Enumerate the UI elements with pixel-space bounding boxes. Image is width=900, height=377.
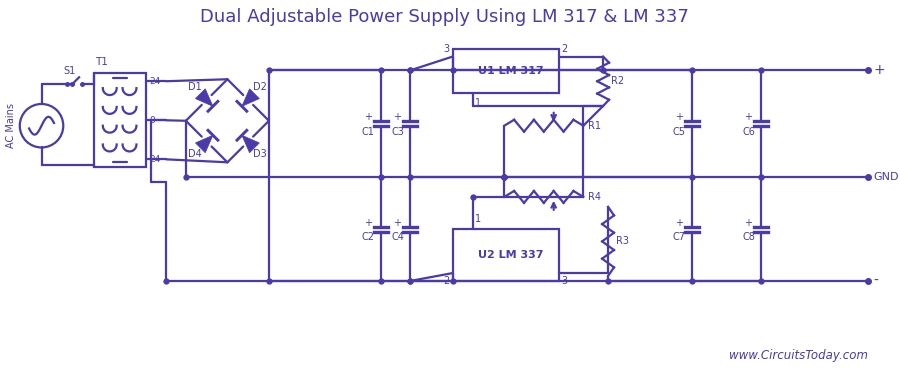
Text: C2: C2 xyxy=(361,233,374,242)
Polygon shape xyxy=(242,89,259,106)
Text: +: + xyxy=(744,112,752,122)
Text: T1: T1 xyxy=(95,57,108,67)
Text: D4: D4 xyxy=(188,149,202,159)
Text: C3: C3 xyxy=(391,127,404,137)
Text: +: + xyxy=(873,63,885,77)
Text: +: + xyxy=(364,112,372,122)
Text: C5: C5 xyxy=(672,127,686,137)
Text: C4: C4 xyxy=(391,233,404,242)
Text: 3: 3 xyxy=(444,43,450,54)
Text: 24: 24 xyxy=(149,155,160,164)
Bar xyxy=(94,73,147,167)
Polygon shape xyxy=(195,135,213,153)
Text: +: + xyxy=(744,218,752,228)
Text: R1: R1 xyxy=(589,121,601,131)
Text: GND: GND xyxy=(873,172,898,182)
Bar xyxy=(453,228,559,281)
Text: C7: C7 xyxy=(672,233,686,242)
Text: +: + xyxy=(393,218,401,228)
Polygon shape xyxy=(242,135,259,153)
Text: 0: 0 xyxy=(149,116,155,125)
Text: D3: D3 xyxy=(253,149,267,159)
Text: R2: R2 xyxy=(611,76,624,86)
Text: C8: C8 xyxy=(742,233,755,242)
Text: 1: 1 xyxy=(474,98,481,108)
Text: U2 LM 337: U2 LM 337 xyxy=(478,250,544,260)
Text: U1 LM 317: U1 LM 317 xyxy=(478,66,544,76)
Text: D2: D2 xyxy=(253,82,267,92)
Bar xyxy=(453,49,559,93)
Text: +: + xyxy=(675,112,683,122)
Text: +: + xyxy=(364,218,372,228)
Text: www.CircuitsToday.com: www.CircuitsToday.com xyxy=(729,349,868,362)
Text: 3: 3 xyxy=(562,276,568,286)
Text: Dual Adjustable Power Supply Using LM 317 & LM 337: Dual Adjustable Power Supply Using LM 31… xyxy=(201,8,689,26)
Text: C1: C1 xyxy=(362,127,374,137)
Text: C6: C6 xyxy=(742,127,755,137)
Text: 24: 24 xyxy=(149,77,160,86)
Text: 2: 2 xyxy=(444,276,450,286)
Text: S1: S1 xyxy=(63,66,76,76)
Text: +: + xyxy=(393,112,401,122)
Text: AC Mains: AC Mains xyxy=(5,103,16,148)
Text: 2: 2 xyxy=(562,43,568,54)
Polygon shape xyxy=(195,89,213,106)
Text: R4: R4 xyxy=(589,192,601,202)
Text: +: + xyxy=(675,218,683,228)
Text: -: - xyxy=(873,274,878,288)
Text: R3: R3 xyxy=(616,236,629,247)
Text: D1: D1 xyxy=(188,82,202,92)
Text: 1: 1 xyxy=(474,214,481,224)
